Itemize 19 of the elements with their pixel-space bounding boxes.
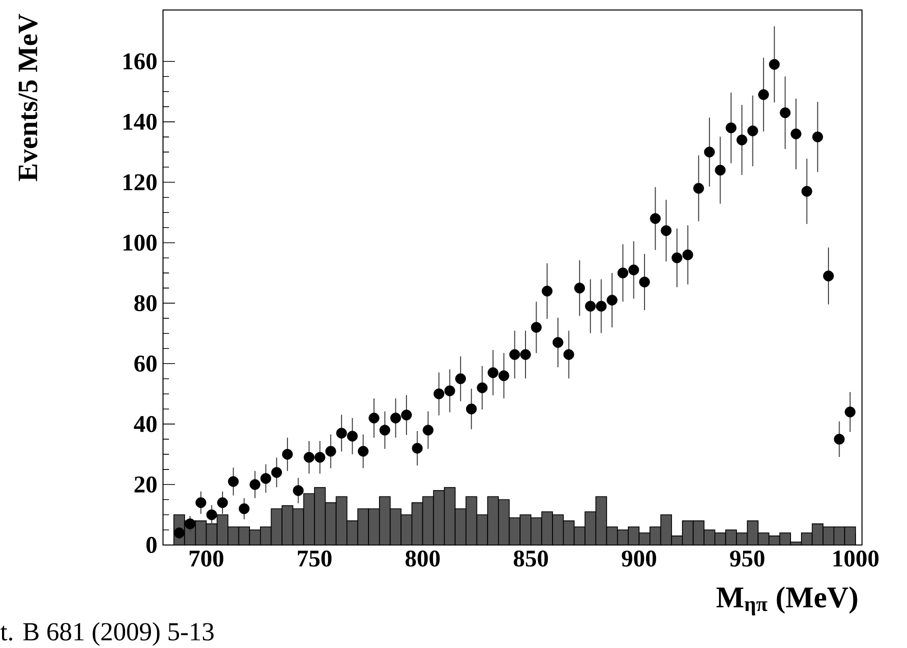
- y-tick-label: 160: [124, 53, 157, 70]
- x-tick-label: 1000: [834, 550, 879, 567]
- y-tick-label: 0: [146, 536, 157, 554]
- x-tick-label: 800: [406, 550, 440, 567]
- x-tick-label: 900: [622, 550, 656, 567]
- x-tick-label: 700: [190, 550, 224, 567]
- x-tick-label: 850: [514, 550, 548, 567]
- x-tick-label: 950: [730, 550, 764, 567]
- y-tick-label: 20: [134, 476, 157, 493]
- y-tick-label: 60: [134, 356, 157, 372]
- y-tick-label: 80: [134, 295, 157, 312]
- y-axis-title: Events/5 MeV: [18, 14, 38, 182]
- y-tick-label: 40: [134, 416, 157, 432]
- y-tick-label: 120: [124, 174, 157, 190]
- x-axis-title: M$_{ηπ}$ (MeV): [716, 586, 858, 616]
- text: t. B 681 (2009) 5-13: [0, 622, 214, 646]
- y-tick-label: 140: [124, 114, 157, 130]
- x-tick-label: 750: [298, 550, 332, 567]
- y-tick-label: 100: [124, 234, 157, 251]
